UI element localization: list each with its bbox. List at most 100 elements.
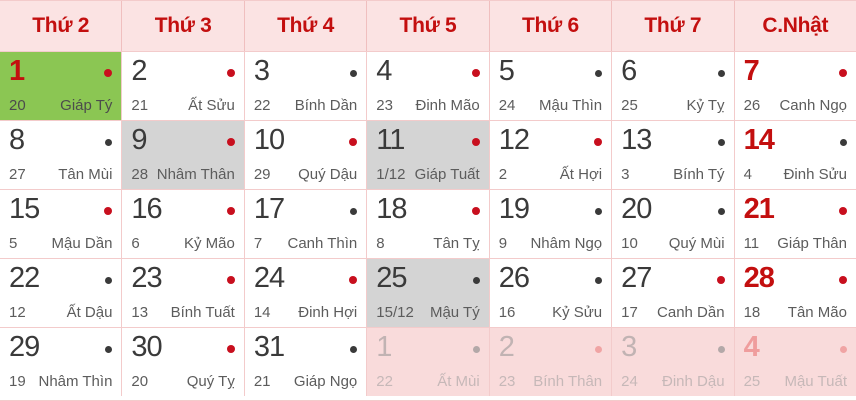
canchi-label: Đinh Mão [415,97,480,114]
day-cell[interactable]: 1 22 Ất Mùi [367,328,489,396]
solar-date: 23 [131,262,162,294]
day-cell[interactable]: 2 21 Ất Sửu [122,52,244,120]
lunar-date: 19 [9,373,26,390]
lunar-date: 17 [621,304,638,321]
canchi-label: Kỷ Tỵ [686,97,725,114]
event-dot [350,69,358,77]
day-cell[interactable]: 8 27 Tân Mùi [0,121,122,189]
solar-date: 22 [9,262,40,294]
day-cell[interactable]: 26 16 Kỷ Sửu [489,259,612,327]
event-dot [471,207,480,215]
event-dot [349,138,358,146]
solar-date: 8 [9,124,25,156]
solar-date: 20 [621,193,652,225]
day-cell[interactable]: 31 21 Giáp Ngọ [244,328,367,396]
day-cell[interactable]: 13 3 Bính Tý [612,121,734,189]
event-dot [471,138,480,146]
day-cell[interactable]: 10 29 Quý Dậu [244,121,367,189]
event-dot [595,207,603,215]
solar-date: 7 [743,55,760,87]
lunar-date: 16 [498,304,516,321]
day-cell[interactable]: 11 1/12 Giáp Tuất [367,121,489,189]
day-cell[interactable]: 22 12 Ất Dậu [0,259,122,327]
day-cell[interactable]: 3 24 Đinh Dậu [612,328,734,396]
solar-date: 4 [376,55,392,87]
day-cell[interactable]: 3 22 Bính Dần [244,52,367,120]
canchi-label: Kỷ Mão [183,235,235,252]
solar-date: 10 [253,124,285,156]
weekday-header-5: Thứ 6 [489,1,612,51]
canchi-label: Canh Thìn [287,235,358,252]
lunar-date: 27 [9,166,26,183]
event-dot [226,345,235,353]
solar-date: 18 [376,193,407,225]
event-dot [105,345,113,353]
day-cell[interactable]: 16 6 Kỷ Mão [122,190,244,258]
event-dot [594,138,603,146]
canchi-label: Ất Hợi [559,166,603,183]
canchi-label: Ất Dậu [66,304,113,321]
day-cell[interactable]: 30 20 Quý Tỵ [122,328,244,396]
lunar-date: 4 [743,166,752,183]
canchi-label: Canh Ngọ [779,97,847,114]
lunar-date: 14 [253,304,271,321]
event-dot [716,276,725,284]
event-dot [226,69,235,77]
canchi-label: Bính Tuất [170,304,235,321]
day-cell[interactable]: 25 15/12 Mậu Tý [367,259,489,327]
lunar-date: 24 [498,97,516,114]
day-cell[interactable]: 2 23 Bính Thân [489,328,612,396]
solar-date: 28 [743,262,775,294]
day-cell[interactable]: 4 25 Mậu Tuất [734,328,856,396]
day-cell[interactable]: 24 14 Đinh Hợi [244,259,367,327]
event-dot [226,276,235,284]
canchi-label: Tân Tỵ [433,235,480,252]
canchi-label: Tân Mão [787,304,847,321]
day-cell[interactable]: 9 28 Nhâm Thân [122,121,244,189]
solar-date: 2 [131,55,147,87]
canchi-label: Ất Mùi [437,373,480,390]
canchi-label: Quý Mùi [668,235,725,252]
solar-date: 25 [376,262,407,294]
event-dot [595,69,603,77]
event-dot [839,276,847,284]
canchi-label: Nhâm Thân [156,166,235,183]
lunar-date: 21 [131,97,149,114]
day-cell[interactable]: 21 11 Giáp Thân [734,190,856,258]
event-dot [595,276,603,284]
event-dot [226,207,235,215]
solar-date: 4 [743,331,760,363]
solar-date: 12 [498,124,530,156]
solar-date: 30 [131,331,162,363]
event-dot [350,207,358,215]
canchi-label: Mậu Thìn [539,97,603,114]
day-cell[interactable]: 27 17 Canh Dần [612,259,734,327]
canchi-label: Đinh Hợi [298,304,358,321]
solar-date: 21 [743,193,775,225]
day-cell[interactable]: 12 2 Ất Hợi [489,121,612,189]
day-cell[interactable]: 17 7 Canh Thìn [244,190,367,258]
day-cell[interactable]: 23 13 Bính Tuất [122,259,244,327]
canchi-label: Quý Tỵ [186,373,235,390]
lunar-date: 15/12 [376,304,414,321]
event-dot [595,345,603,353]
day-cell[interactable]: 1 20 Giáp Tý [0,52,122,120]
day-cell[interactable]: 20 10 Quý Mùi [612,190,734,258]
day-cell[interactable]: 19 9 Nhâm Ngọ [489,190,612,258]
event-dot [472,345,480,353]
lunar-date: 28 [131,166,149,183]
canchi-label: Giáp Thân [777,235,847,252]
day-cell[interactable]: 18 8 Tân Tỵ [367,190,489,258]
day-cell[interactable]: 6 25 Kỷ Tỵ [612,52,734,120]
day-cell[interactable]: 29 19 Nhâm Thìn [0,328,122,396]
day-cell[interactable]: 14 4 Đinh Sửu [734,121,856,189]
solar-date: 3 [253,55,270,87]
day-cell[interactable]: 15 5 Mậu Dần [0,190,122,258]
lunar-date: 25 [743,373,761,390]
day-cell[interactable]: 7 26 Canh Ngọ [734,52,856,120]
event-dot [839,69,847,77]
solar-date: 15 [9,193,40,225]
day-cell[interactable]: 5 24 Mậu Thìn [489,52,612,120]
day-cell[interactable]: 28 18 Tân Mão [734,259,856,327]
day-cell[interactable]: 4 23 Đinh Mão [367,52,489,120]
